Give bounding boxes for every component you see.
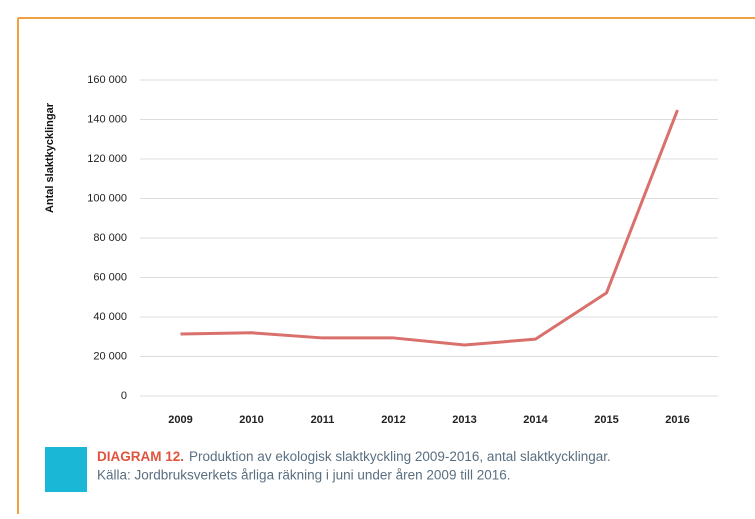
y-tick-label: 80 000 (93, 232, 127, 244)
y-axis-label: Antal slaktkycklingar (44, 102, 56, 213)
x-tick-label: 2012 (381, 414, 405, 426)
caption-source: Källa: Jordbruksverkets årliga räkning i… (97, 468, 510, 483)
y-tick-label: 140 000 (87, 113, 127, 125)
x-tick-label: 2010 (239, 414, 263, 426)
x-tick-label: 2016 (665, 414, 689, 426)
x-tick-label: 2014 (523, 414, 548, 426)
caption-icon (45, 447, 87, 492)
y-tick-label: 60 000 (93, 271, 127, 283)
caption-label: DIAGRAM 12. (97, 449, 184, 464)
x-tick-label: 2009 (168, 414, 192, 426)
x-tick-label: 2011 (311, 414, 335, 426)
line (180, 109, 679, 347)
x-tick-label: 2013 (452, 414, 476, 426)
y-tick-label: 0 (121, 390, 127, 402)
y-tick-label: 20 000 (93, 350, 127, 362)
caption: DIAGRAM 12. Produktion av ekologisk slakt… (97, 449, 611, 464)
y-tick-label: 120 000 (87, 153, 127, 165)
caption-text: Produktion av ekologisk slaktkyckling 20… (189, 449, 611, 464)
y-tick-label: 40 000 (93, 311, 127, 323)
y-tick-label: 160 000 (87, 74, 127, 86)
y-tick-label: 100 000 (87, 192, 127, 204)
x-tick-label: 2015 (594, 414, 618, 426)
